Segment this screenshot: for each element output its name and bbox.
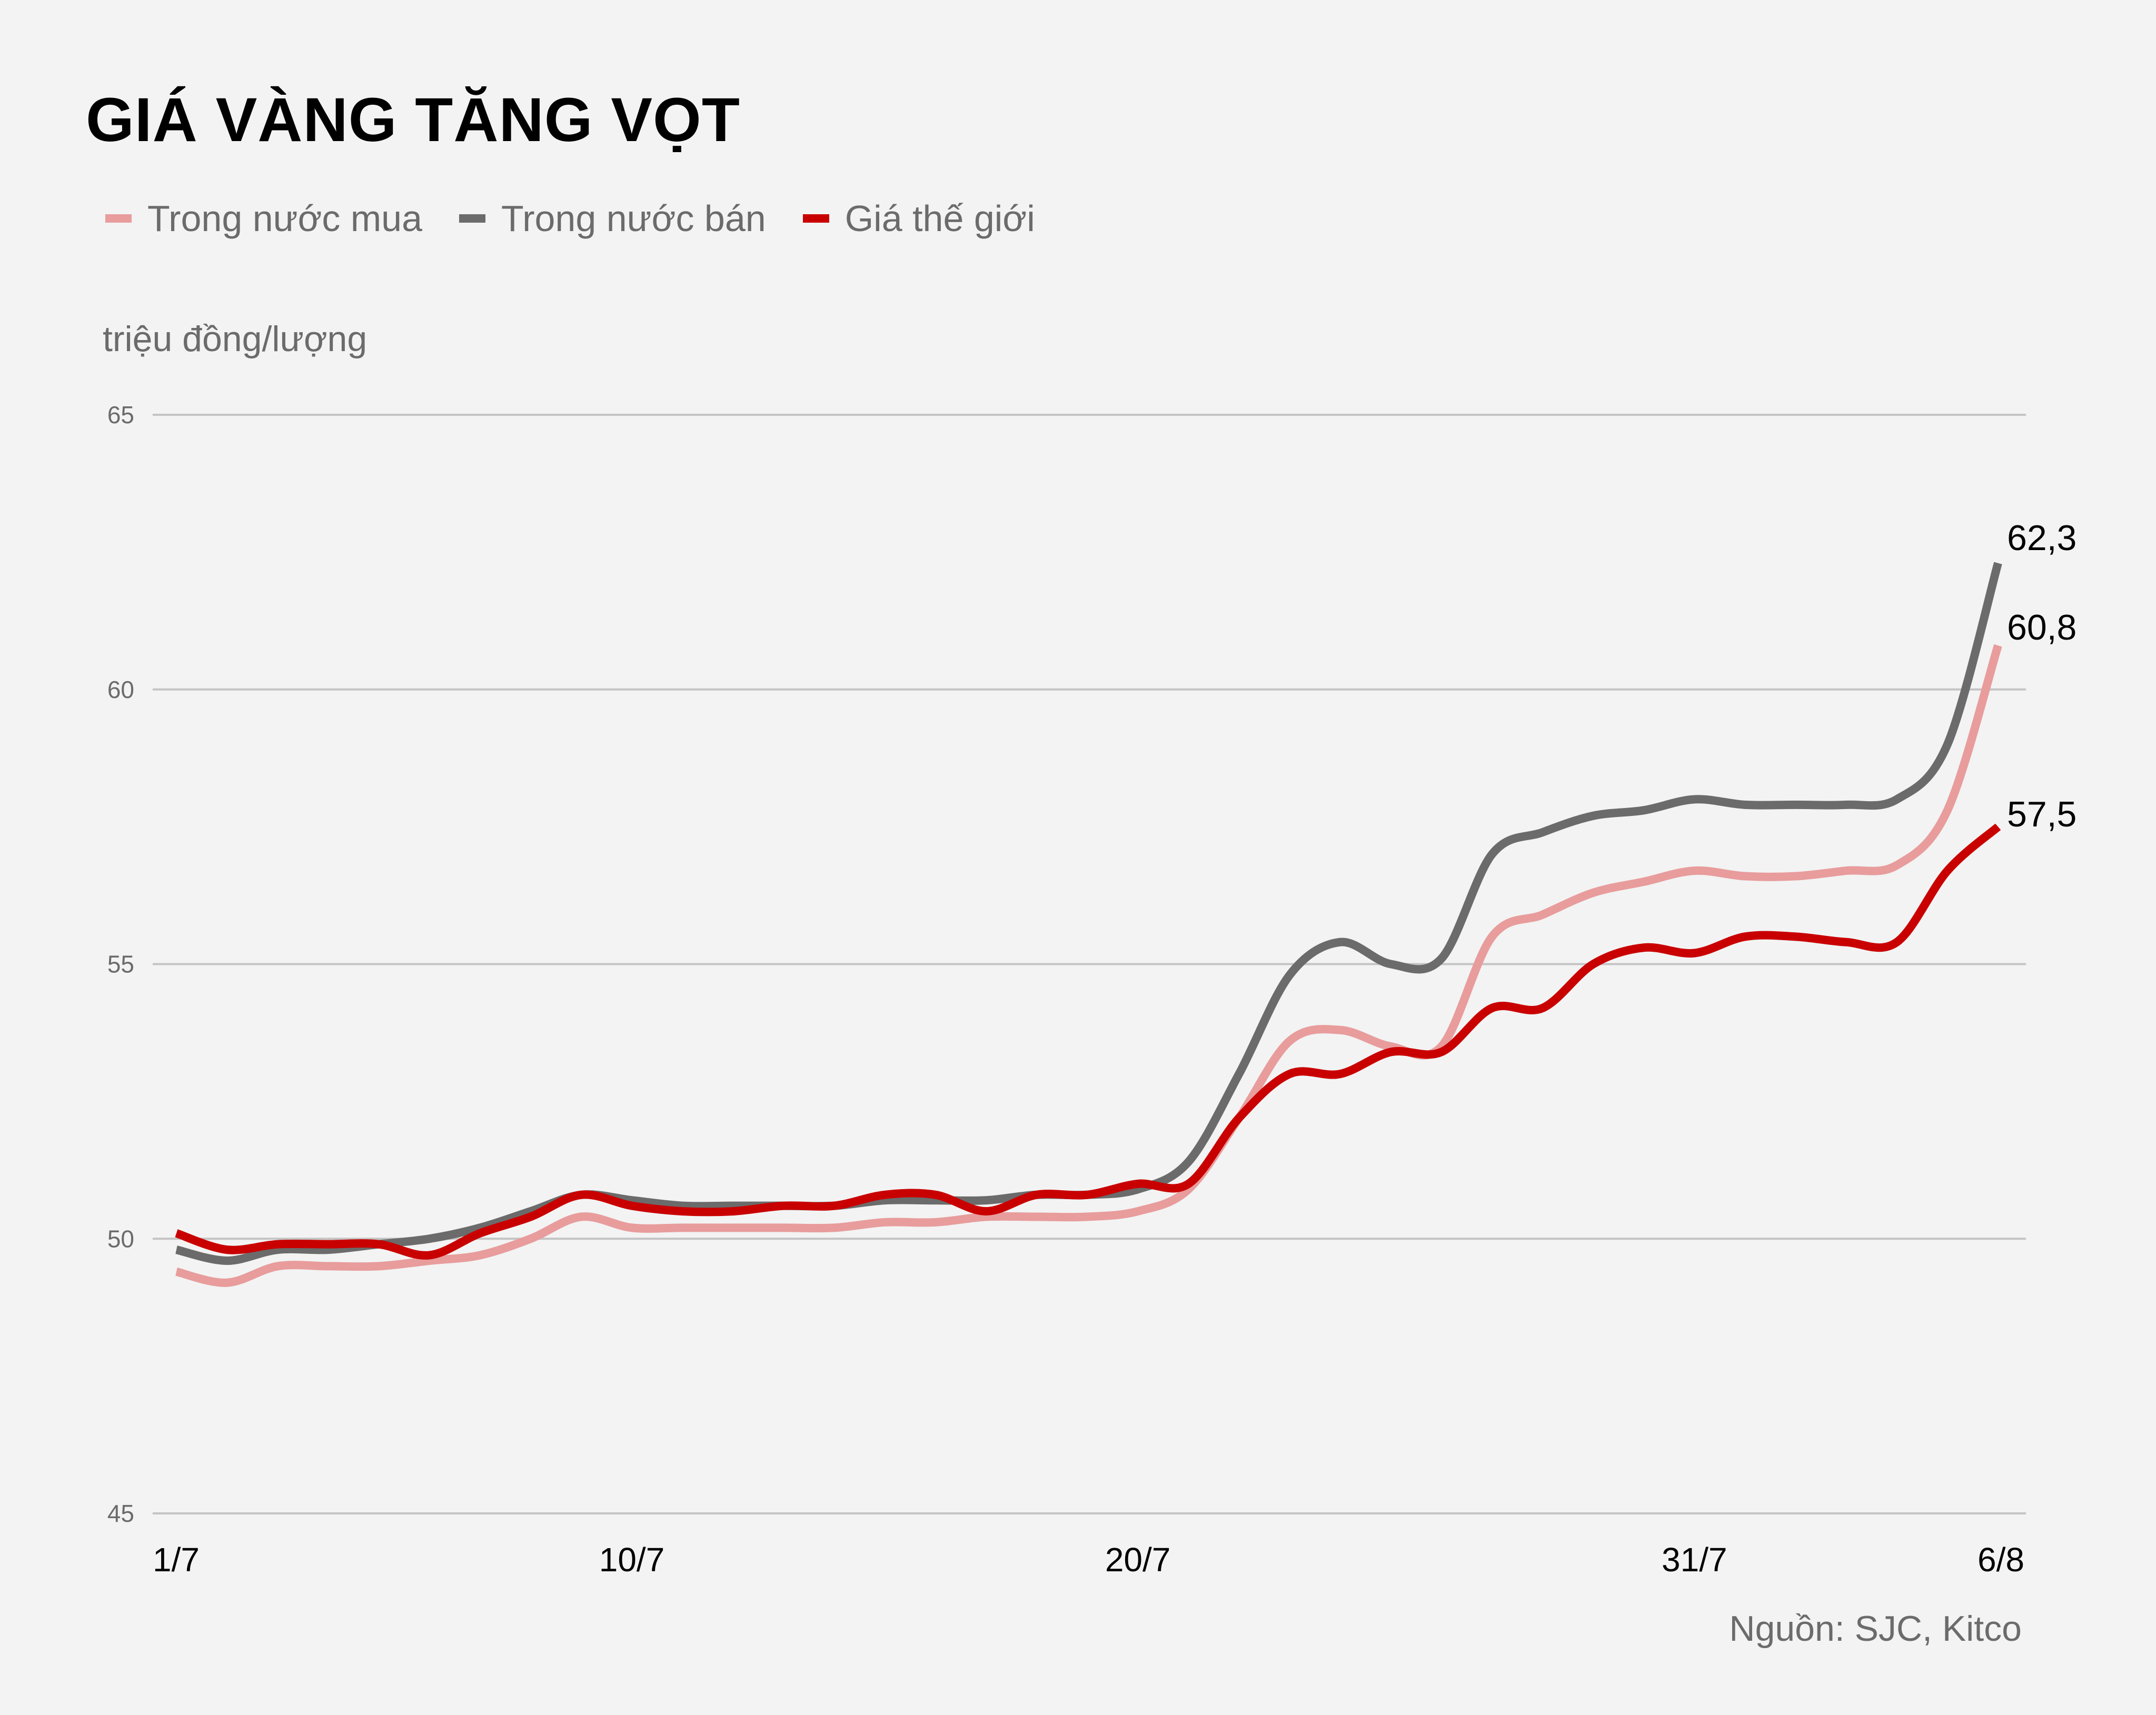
legend-label-sell: Trong nước bán bbox=[501, 198, 766, 239]
legend-item-buy: Trong nước mua bbox=[105, 197, 422, 240]
legend-item-world: Giá thế giới bbox=[802, 197, 1035, 240]
x-tick-label: 10/7 bbox=[599, 1541, 665, 1579]
y-tick-label: 50 bbox=[107, 1225, 134, 1252]
end-value-label: 57,5 bbox=[2007, 794, 2076, 834]
series-buy-line bbox=[175, 644, 2002, 1287]
legend-swatch-buy bbox=[105, 214, 132, 223]
end-value-label: 62,3 bbox=[2007, 518, 2076, 558]
x-tick-label: 20/7 bbox=[1105, 1541, 1171, 1579]
source-note: Nguồn: SJC, Kitco bbox=[1729, 1609, 2022, 1649]
series-world-line bbox=[175, 823, 2001, 1260]
legend-item-sell: Trong nước bán bbox=[459, 197, 766, 240]
y-tick-label: 45 bbox=[107, 1500, 134, 1527]
legend-label-buy: Trong nước mua bbox=[147, 198, 423, 239]
legend-swatch-sell bbox=[459, 214, 486, 223]
end-value-label: 60,8 bbox=[2007, 607, 2076, 647]
legend-label-world: Giá thế giới bbox=[844, 198, 1035, 239]
x-tick-label: 6/8 bbox=[1978, 1541, 2024, 1579]
y-tick-label: 60 bbox=[107, 676, 134, 703]
y-tick-label: 65 bbox=[107, 401, 134, 428]
y-axis-unit-label: triệu đồng/lượng bbox=[103, 319, 367, 359]
x-tick-label: 1/7 bbox=[153, 1541, 200, 1579]
chart-title: GIÁ VÀNG TĂNG VỌT bbox=[86, 85, 740, 155]
legend-swatch-world bbox=[802, 214, 829, 223]
series-sell-line bbox=[175, 562, 2002, 1265]
x-tick-label: 31/7 bbox=[1662, 1541, 1727, 1579]
y-tick-label: 55 bbox=[107, 951, 134, 978]
legend: Trong nước mua Trong nước bán Giá thế gi… bbox=[105, 197, 1072, 240]
